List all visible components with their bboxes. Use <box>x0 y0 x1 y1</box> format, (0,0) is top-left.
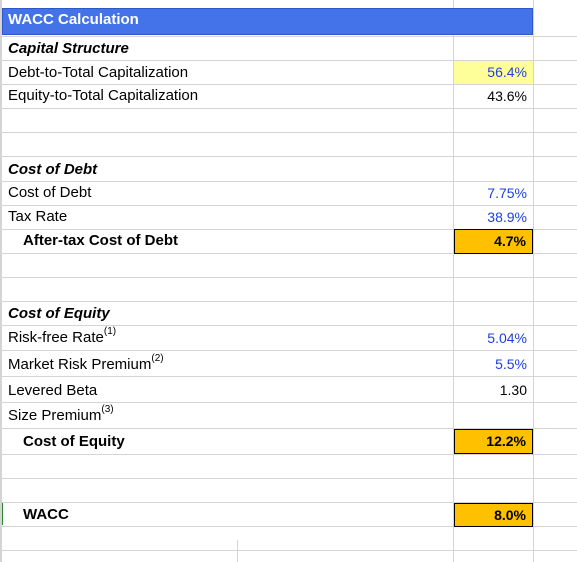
equity-to-cap-cell[interactable]: 43.6% <box>487 88 527 104</box>
after-tax-cost-of-debt-cell[interactable]: 4.7% <box>454 229 533 254</box>
cost-of-debt-label: Cost of Debt <box>8 184 92 201</box>
row-divider <box>0 156 577 157</box>
row-divider <box>0 60 577 61</box>
tax-rate-cell[interactable]: 38.9% <box>487 209 527 225</box>
footnote-marker: (2) <box>151 353 164 364</box>
after-tax-cost-of-debt-label: After-tax Cost of Debt <box>23 232 179 249</box>
cost-of-equity-heading: Cost of Equity <box>8 305 110 322</box>
title-header-bar[interactable] <box>2 8 533 35</box>
row-divider <box>0 454 577 455</box>
row-divider <box>0 478 577 479</box>
cost-of-equity-cell[interactable]: 12.2% <box>454 429 533 454</box>
row-divider <box>0 108 577 109</box>
wacc-row-marker <box>2 503 3 525</box>
row-divider <box>0 428 577 429</box>
row-divider <box>0 36 577 37</box>
size-premium-text: Size Premium <box>8 407 102 424</box>
row-divider <box>0 301 577 302</box>
row-divider <box>0 325 577 326</box>
row-divider <box>0 376 577 377</box>
row-divider <box>0 402 577 403</box>
row-divider <box>0 502 577 503</box>
tax-rate-label: Tax Rate <box>8 208 68 225</box>
equity-to-cap-label: Equity-to-Total Capitalization <box>8 87 199 104</box>
column-divider <box>237 540 238 562</box>
row-divider <box>0 181 577 182</box>
cost-of-equity-label: Cost of Equity <box>23 433 125 450</box>
capital-structure-heading: Capital Structure <box>8 40 129 57</box>
row-divider <box>0 526 577 527</box>
sheet-title: WACC Calculation <box>8 11 139 28</box>
market-risk-premium-text: Market Risk Premium <box>8 356 152 373</box>
risk-free-rate-text: Risk-free Rate <box>8 329 104 346</box>
column-divider <box>453 0 454 562</box>
wacc-label: WACC <box>23 506 69 523</box>
column-divider <box>533 0 534 562</box>
row-divider <box>0 253 577 254</box>
levered-beta-cell[interactable]: 1.30 <box>499 382 527 398</box>
risk-free-rate-cell[interactable]: 5.04% <box>487 330 527 346</box>
debt-to-cap-cell[interactable]: 56.4% <box>454 61 533 84</box>
size-premium-label: Size Premium(3) <box>8 404 114 425</box>
row-divider <box>0 84 577 85</box>
size-premium-cell[interactable] <box>454 404 533 428</box>
row-divider <box>0 350 577 351</box>
market-risk-premium-cell[interactable]: 5.5% <box>495 356 527 372</box>
wacc-cell[interactable]: 8.0% <box>454 503 533 527</box>
row-header-edge <box>0 0 2 562</box>
row-divider <box>0 229 577 230</box>
debt-to-cap-label: Debt-to-Total Capitalization <box>8 64 189 81</box>
footnote-marker: (1) <box>103 326 117 337</box>
cost-of-debt-cell[interactable]: 7.75% <box>487 185 527 201</box>
row-divider <box>0 132 577 133</box>
market-risk-premium-label: Market Risk Premium(2) <box>8 353 164 374</box>
row-divider <box>0 550 577 551</box>
footnote-marker: (3) <box>101 404 114 415</box>
row-divider <box>0 277 577 278</box>
levered-beta-label: Levered Beta <box>8 382 98 399</box>
row-divider <box>0 205 577 206</box>
risk-free-rate-label: Risk-free Rate(1) <box>8 326 117 347</box>
cost-of-debt-heading: Cost of Debt <box>8 161 98 178</box>
